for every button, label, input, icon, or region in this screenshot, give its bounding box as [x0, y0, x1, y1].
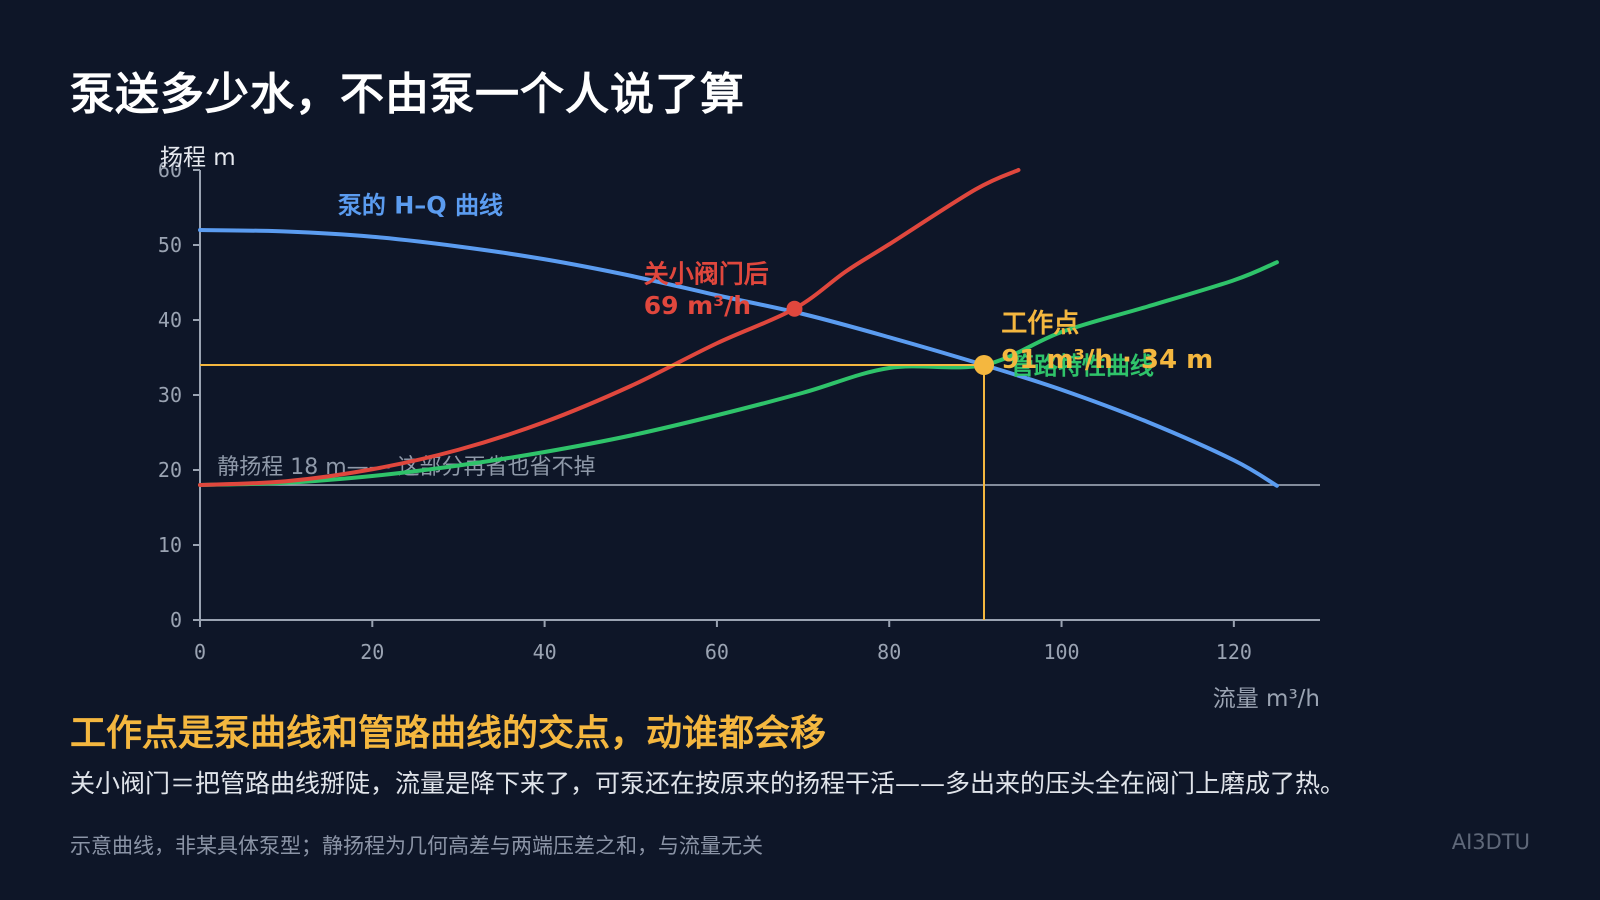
page-title: 泵送多少水，不由泵一个人说了算	[70, 69, 745, 120]
y-tick-label: 50	[158, 233, 182, 257]
y-tick-label: 60	[158, 158, 182, 182]
explanation-text: 关小阀门＝把管路曲线掰陡，流量是降下来了，可泵还在按原来的扬程干活——多出来的压…	[70, 769, 1346, 798]
x-axis-label: 流量 m³/h	[1213, 686, 1320, 712]
operating-point-value: 91 m³/h · 34 m	[1001, 345, 1213, 375]
x-tick-label: 60	[705, 640, 729, 664]
x-tick-label: 0	[194, 640, 206, 664]
x-tick-label: 20	[360, 640, 384, 664]
operating-point-title: 工作点	[1001, 308, 1079, 339]
y-tick-label: 10	[158, 533, 182, 557]
y-tick-label: 40	[158, 308, 182, 332]
y-axis-label: 扬程 m	[160, 145, 236, 171]
throttled-point-value: 69 m³/h	[644, 291, 751, 320]
throttled-pipe-curve	[198, 168, 1021, 487]
y-tick-label: 30	[158, 383, 182, 407]
x-tick-label: 100	[1043, 640, 1079, 664]
y-tick-label: 0	[170, 608, 182, 632]
conclusion-heading: 工作点是泵曲线和管路曲线的交点，动谁都会移	[70, 713, 827, 754]
x-tick-label: 80	[877, 640, 901, 664]
pipe-curve-label: 管路特性曲线	[1010, 352, 1154, 380]
static-head-label: 静扬程 18 m—— 这部分再省也省不掉	[217, 455, 595, 480]
brand-logo-text: AI3DTU	[1451, 830, 1530, 854]
pump-curve-label: 泵的 H–Q 曲线	[338, 192, 503, 220]
throttled-point-title: 关小阀门后	[644, 260, 769, 289]
footnote: 示意曲线，非某具体泵型；静扬程为几何高差与两端压差之和，与流量无关	[70, 834, 763, 858]
x-tick-label: 120	[1216, 640, 1252, 664]
x-tick-label: 40	[533, 640, 557, 664]
throttled-point	[786, 300, 803, 317]
pipe-system-curve	[198, 260, 1279, 487]
y-tick-label: 20	[158, 458, 182, 482]
operating-point	[974, 355, 994, 375]
pump-hq-curve	[198, 228, 1279, 488]
